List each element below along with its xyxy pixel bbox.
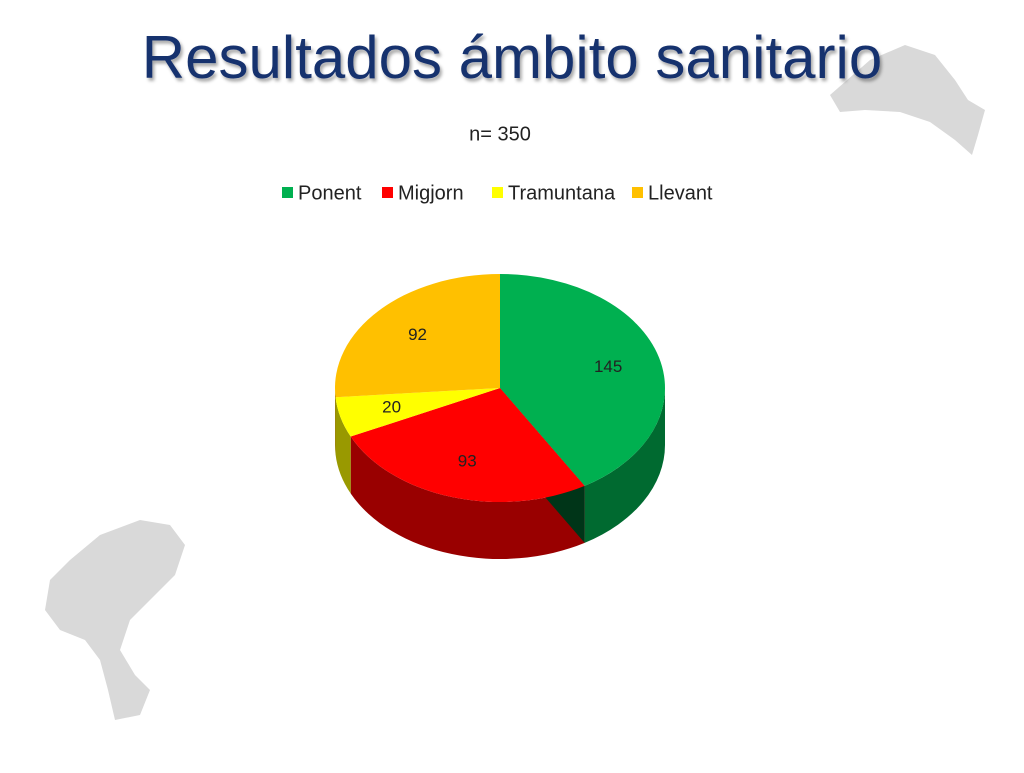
- data-label: 92: [408, 325, 427, 344]
- island-shape: [45, 520, 185, 720]
- legend-swatch: [382, 187, 393, 198]
- legend-swatch: [492, 187, 503, 198]
- data-label: 145: [594, 357, 622, 376]
- legend: Ponent Migjorn Tramuntana Llevant: [282, 182, 713, 204]
- legend-label: Tramuntana: [508, 182, 616, 204]
- legend-swatch: [282, 187, 293, 198]
- pie-slice: [335, 388, 500, 437]
- pie-slice-side: [350, 436, 585, 560]
- chart-subtitle: n= 350: [469, 123, 531, 145]
- legend-swatch: [632, 187, 643, 198]
- legend-label: Migjorn: [398, 182, 464, 204]
- data-label: 93: [458, 452, 477, 471]
- legend-label: Ponent: [298, 182, 362, 204]
- pie: 145 93 20 92: [335, 274, 665, 560]
- pie-slice-side: [335, 388, 336, 455]
- pie-slice-side: [584, 388, 665, 543]
- legend-label: Llevant: [648, 182, 713, 204]
- pie-slice: [335, 274, 500, 398]
- island-shape: [830, 45, 985, 155]
- pie-slice: [350, 388, 585, 502]
- pie-slice: [500, 274, 665, 486]
- pie-slice-side: [335, 397, 351, 494]
- chart-title: Resultados ámbito sanitario: [142, 24, 882, 91]
- data-label: 20: [382, 397, 401, 416]
